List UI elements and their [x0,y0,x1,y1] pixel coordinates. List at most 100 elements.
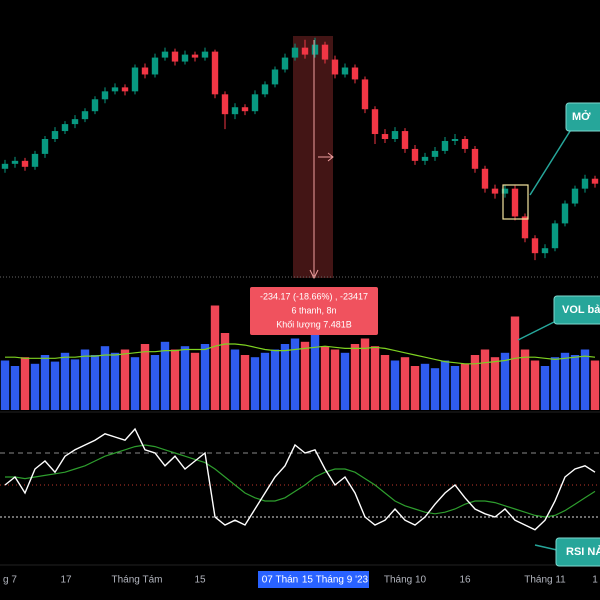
candle-body [551,223,559,249]
candle-body [61,124,69,132]
volume-bar [40,355,50,410]
arrow-head [309,269,319,280]
candle-body [561,203,569,224]
rsi-line [4,427,596,531]
volume-bar [540,366,550,410]
x-tick-label: Tháng 11 [524,575,566,586]
callout-text: VOL bả [562,304,600,316]
volume-bar [20,357,30,410]
candle-body [421,156,429,161]
volume-bar [520,349,530,410]
volume-bar [500,352,510,410]
volume-bar [210,305,220,410]
candle-body [441,140,449,151]
volume-bar [90,355,100,410]
x-tick-label: 15 Tháng 9 '23 [302,575,369,586]
rsi-pane [0,427,600,531]
tooltip-change: -234.17 (-18.66%) , -23417 [260,291,368,301]
candle-body [141,67,149,75]
volume-bar [250,357,260,410]
volume-bar [570,355,580,410]
candle-body [201,51,209,58]
candle-body [221,94,229,115]
candle-body [81,111,89,120]
candle-body [451,139,459,141]
candle-body [501,188,509,194]
callout-box [553,295,600,325]
x-tick-label: 17 [60,575,72,586]
candle-body [431,150,439,157]
volume-bar [320,346,330,410]
candle-body [171,51,179,62]
volume-bar [380,355,390,410]
candle-body [581,178,589,189]
volume-bar [10,366,20,410]
candle-body [181,54,189,62]
candle-body [211,51,219,95]
candle-body [291,47,299,58]
volume-bar [470,355,480,410]
volume-bar [480,349,490,410]
candle-body [271,69,279,85]
volume-bar [430,368,440,410]
candle-body [391,131,399,139]
volume-bar [260,352,270,410]
x-tick-label: 16 [459,575,471,586]
arrow-head [327,152,334,162]
volume-bar [80,349,90,410]
x-tick-label: Tháng 10 [384,575,427,586]
volume-bar [240,355,250,410]
candle-body [481,168,489,189]
volume-bar [410,366,420,410]
tooltip-volume: Khối lượng 7.481B [276,319,351,329]
volume-bar [300,341,310,410]
volume-bar [190,352,200,410]
marker-box [502,184,529,220]
x-tick-label: 15 [194,575,206,586]
candle-body [331,59,339,75]
rsi-ma-line [5,444,596,518]
candle-body [71,119,79,125]
volume-bar [530,360,540,410]
candle-body [521,216,529,239]
volume-bar [400,357,410,410]
candle-body [1,163,9,169]
candle-body [11,160,19,164]
volume-bar [130,357,140,410]
candle-body [131,67,139,92]
callout-pointer [517,319,559,341]
candle-body [41,139,49,154]
candle-body [191,54,199,58]
tooltip-box [250,287,378,335]
volume-bar [370,346,380,410]
candle-body [261,84,269,95]
volume-bar [70,359,80,410]
candle-body [531,238,539,254]
callout-box [565,102,600,132]
candle-body [511,188,519,217]
x-label-highlight [303,571,369,588]
candle-body [491,188,499,194]
candle-body [251,94,259,112]
candle-body [31,153,39,167]
volume-bar [110,352,120,410]
volume-bar [390,360,400,410]
candle-body [471,148,479,169]
candles [1,37,599,261]
candle-body [301,47,309,55]
candle-body [541,248,549,254]
candle-body [371,109,379,135]
volume-bar [220,333,230,410]
volume-bar [60,352,70,410]
volume-bar [100,346,110,410]
volume-bar [560,352,570,410]
volume-bars [0,305,600,410]
candle-body [111,87,119,92]
volume-bar [420,363,430,410]
candle-body [571,188,579,204]
x-tick-label: g 7 [3,575,17,586]
callout-box [555,537,600,567]
candle-body [241,107,249,112]
volume-bar [150,355,160,410]
